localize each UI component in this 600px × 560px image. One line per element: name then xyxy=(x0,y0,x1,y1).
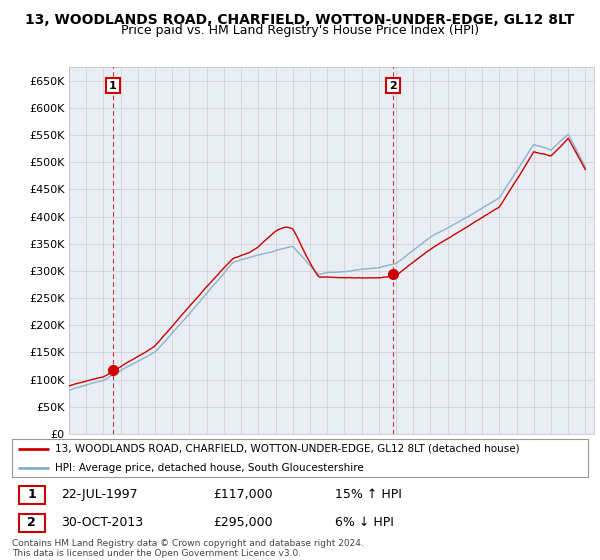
Text: 2: 2 xyxy=(389,81,397,91)
Text: 1: 1 xyxy=(28,488,36,501)
Text: 2: 2 xyxy=(28,516,36,529)
Text: 22-JUL-1997: 22-JUL-1997 xyxy=(61,488,137,501)
Text: HPI: Average price, detached house, South Gloucestershire: HPI: Average price, detached house, Sout… xyxy=(55,463,364,473)
Text: £295,000: £295,000 xyxy=(214,516,273,529)
Text: 13, WOODLANDS ROAD, CHARFIELD, WOTTON-UNDER-EDGE, GL12 8LT: 13, WOODLANDS ROAD, CHARFIELD, WOTTON-UN… xyxy=(25,13,575,27)
FancyBboxPatch shape xyxy=(19,486,45,503)
Text: 30-OCT-2013: 30-OCT-2013 xyxy=(61,516,143,529)
Text: 1: 1 xyxy=(109,81,117,91)
Text: Price paid vs. HM Land Registry's House Price Index (HPI): Price paid vs. HM Land Registry's House … xyxy=(121,24,479,37)
Text: 13, WOODLANDS ROAD, CHARFIELD, WOTTON-UNDER-EDGE, GL12 8LT (detached house): 13, WOODLANDS ROAD, CHARFIELD, WOTTON-UN… xyxy=(55,444,520,454)
Text: 6% ↓ HPI: 6% ↓ HPI xyxy=(335,516,394,529)
FancyBboxPatch shape xyxy=(19,514,45,531)
Text: 15% ↑ HPI: 15% ↑ HPI xyxy=(335,488,401,501)
Text: Contains HM Land Registry data © Crown copyright and database right 2024.
This d: Contains HM Land Registry data © Crown c… xyxy=(12,539,364,558)
Text: £117,000: £117,000 xyxy=(214,488,273,501)
